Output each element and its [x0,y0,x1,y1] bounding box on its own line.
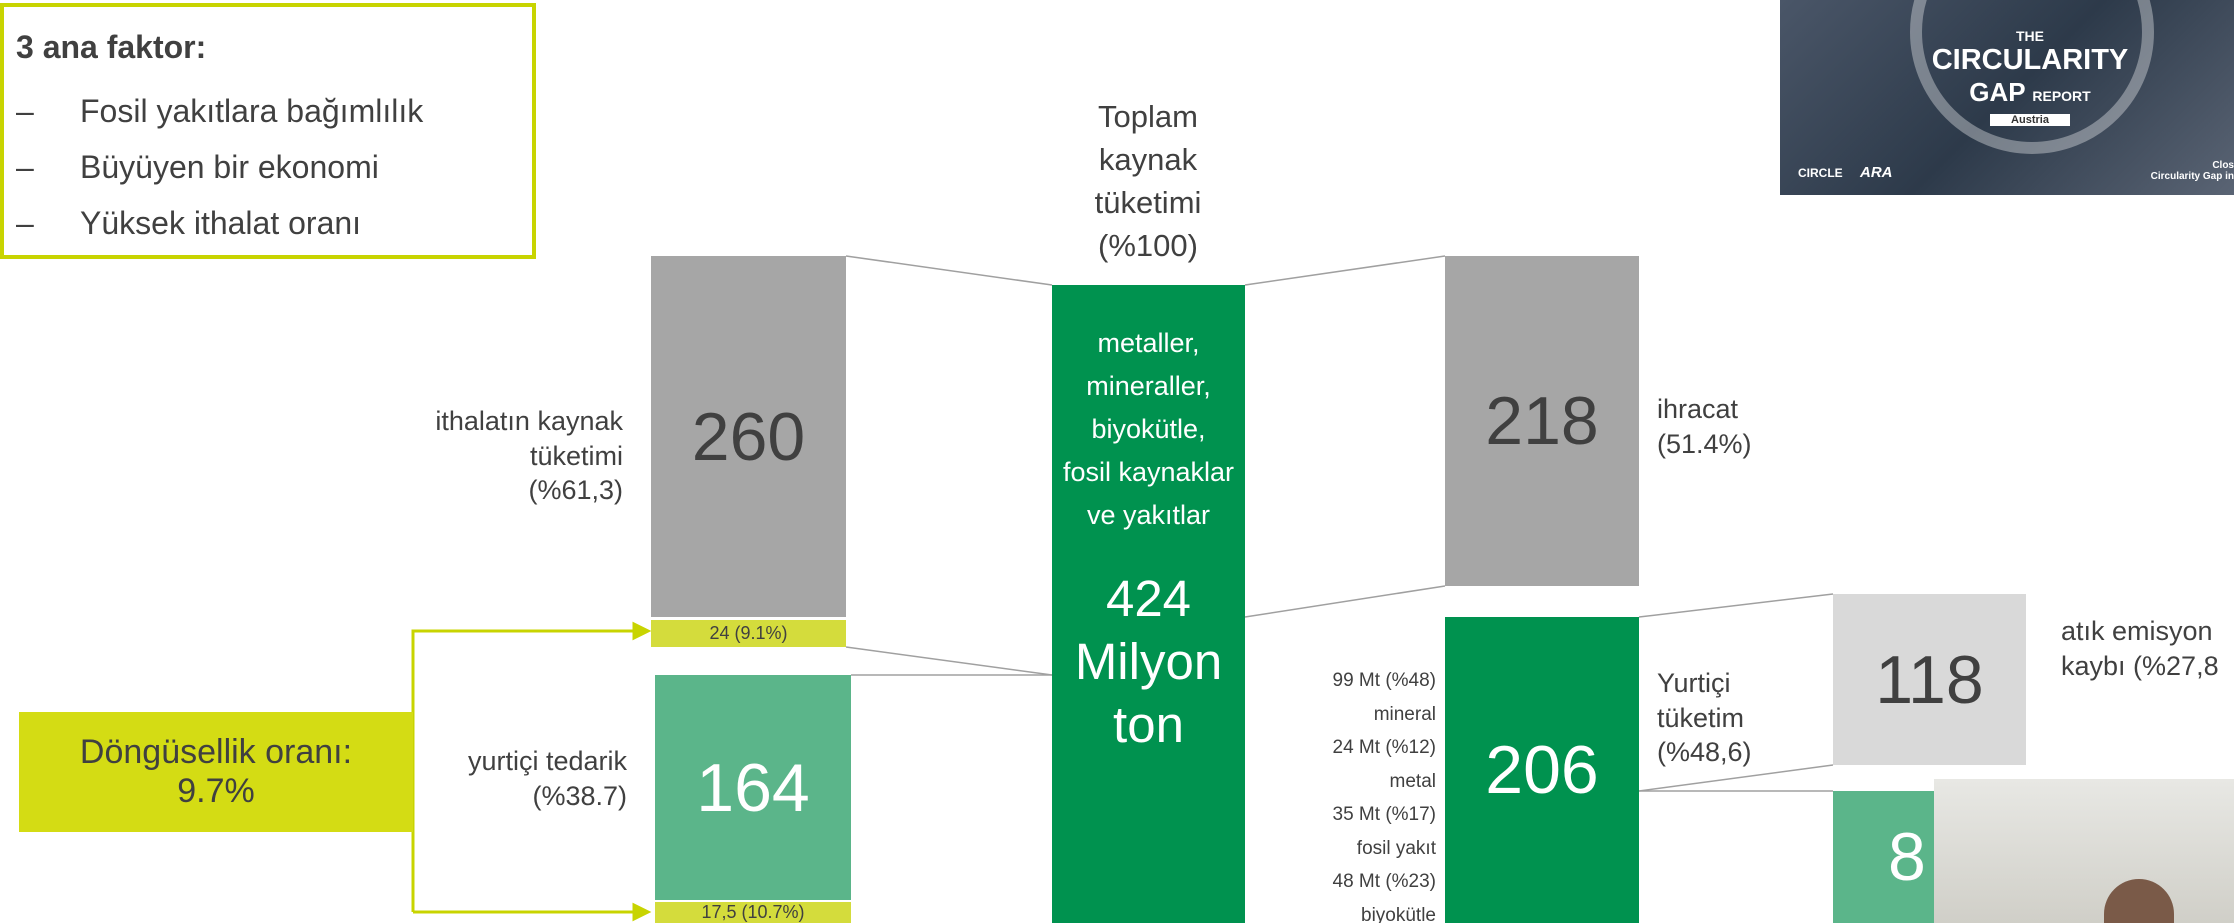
text: Fosil yakıtlara bağımlılık [80,93,423,129]
text: 206 [1485,731,1598,809]
shape [1245,256,1445,285]
text: fosil kaynaklar [1052,451,1245,494]
text: CIRCULARITY [1910,44,2150,77]
text: REPORT [2032,88,2090,104]
shape [634,905,648,919]
total-box: metaller,mineraller,biyokütle,fosil kayn… [1052,285,1245,923]
logo: ARA [1860,164,1893,181]
text: 99 Mt (%48) [1236,664,1436,698]
text: tüketim [1657,701,1752,736]
shape: – [16,83,80,139]
person [2104,879,2174,923]
text: ton [1052,693,1245,756]
shape: GAP REPORT [1910,77,2150,108]
exports-box: 218 [1445,256,1639,586]
text: tüketimi [383,439,623,474]
slide: 3 ana faktor: –Fosil yakıtlara bağımlılı… [0,0,2234,923]
factor-item: –Yüksek ithalat oranı [16,195,423,251]
factor-list: –Fosil yakıtlara bağımlılık –Büyüyen bir… [16,83,423,251]
text: 24 Mt (%12) [1236,731,1436,765]
supply-box: 164 [655,675,851,900]
materials: metaller,mineraller,biyokütle,fosil kayn… [1052,322,1245,537]
text: Büyüyen bir ekonomi [80,149,379,185]
imports-recycled: 24 (9.1%) [651,620,846,647]
text: 24 (9.1%) [709,623,787,644]
waste-box: 118 [1833,594,2026,765]
text: (%38.7) [387,779,627,814]
exports-label: ihracat(51.4%) [1657,392,1752,461]
text: metaller, [1052,322,1245,365]
text: 164 [696,749,809,827]
webcam [1934,779,2234,923]
text: Clos [2151,160,2234,171]
supply-recycled: 17,5 (10.7%) [655,902,851,923]
text: ihracat [1657,392,1752,427]
text: Toplam [1048,95,1248,138]
report-title: THE CIRCULARITY GAP REPORT Austria [1910,28,2150,126]
shape [846,647,1052,675]
circularity-value: 9.7% [177,772,255,811]
text: 424 [1052,567,1245,630]
factor-item: –Fosil yakıtlara bağımlılık [16,83,423,139]
consumption-box: 206 [1445,617,1639,923]
shape [1639,594,1833,617]
circularity-label: Döngüsellik oranı: [80,733,352,772]
text: (%61,3) [383,473,623,508]
text: 17,5 (10.7%) [701,902,804,923]
circularity-box: Döngüsellik oranı: 9.7% [19,712,413,832]
text: 8 [1888,818,1926,896]
text: metal [1236,765,1436,799]
text: GAP [1969,77,2025,107]
text: kaynak [1048,138,1248,181]
text: tüketimi [1048,181,1248,224]
text: (%48,6) [1657,735,1752,770]
factor-box: 3 ana faktor: –Fosil yakıtlara bağımlılı… [0,3,536,259]
text: Yurtiçi [1657,666,1752,701]
shape [634,624,648,638]
text: fosil yakıt [1236,832,1436,866]
text: THE [1910,28,2150,44]
text: mineral [1236,698,1436,732]
text: 218 [1485,382,1598,460]
text: biyokütle [1236,899,1436,923]
text: ve yakıtlar [1052,494,1245,537]
text: mineraller, [1052,365,1245,408]
text: (%100) [1048,224,1248,267]
logo: CIRCLE [1798,166,1843,180]
text: atık emisyon [2061,614,2219,649]
text: biyokütle, [1052,408,1245,451]
imports-box: 260 [651,256,846,617]
text: Circularity Gap in [2151,171,2234,182]
text: 48 Mt (%23) [1236,865,1436,899]
text: 118 [1875,641,1983,719]
factor-item: –Büyüyen bir ekonomi [16,139,423,195]
shape [1245,586,1445,617]
text: yurtiçi tedarik [387,744,627,779]
text: Yüksek ithalat oranı [80,205,361,241]
text: (51.4%) [1657,427,1752,462]
text: Austria [1990,114,2070,126]
shape [846,256,1052,285]
text: kaybı (%27,8 [2061,649,2219,684]
text: 260 [692,398,805,476]
factor-title: 3 ana faktor: [16,29,206,66]
shape: – [16,139,80,195]
text: ithalatın kaynak [383,404,623,439]
text: Milyon [1052,630,1245,693]
text: 35 Mt (%17) [1236,798,1436,832]
supply-label: yurtiçi tedarik(%38.7) [387,744,627,813]
report-thumbnail: THE CIRCULARITY GAP REPORT Austria CIRCL… [1780,0,2234,195]
shape: – [16,195,80,251]
